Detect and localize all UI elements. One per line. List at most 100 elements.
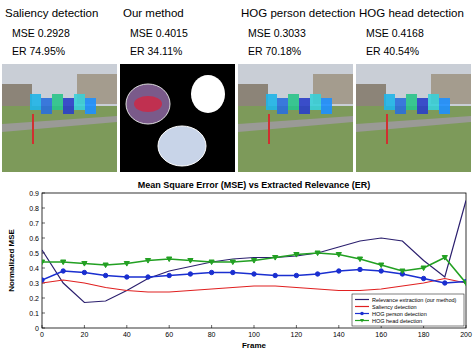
x-tick-label: 140 xyxy=(333,331,345,338)
image xyxy=(356,64,471,172)
x-tick xyxy=(254,325,255,328)
marker xyxy=(82,270,86,274)
legend-label: HOG person detection xyxy=(372,311,427,317)
x-tick-label: 60 xyxy=(165,331,173,338)
detection xyxy=(321,98,332,114)
y-tick-label: 0.4 xyxy=(29,265,39,272)
marker xyxy=(294,273,298,277)
grass xyxy=(2,106,117,172)
y-tick-label: 0.9 xyxy=(29,190,39,197)
detection xyxy=(85,98,96,114)
marker xyxy=(273,273,277,277)
y-tick xyxy=(42,193,45,194)
detection xyxy=(63,98,74,114)
marker xyxy=(443,281,447,285)
panel-mse: MSE 0.2928 xyxy=(12,27,70,39)
marker xyxy=(252,272,256,276)
panel-er: ER 74.95% xyxy=(12,45,65,57)
x-tick xyxy=(211,325,212,328)
marker xyxy=(421,266,426,271)
marker xyxy=(167,273,171,277)
y-tick xyxy=(42,328,45,329)
marker xyxy=(146,275,150,279)
legend-marker xyxy=(360,312,364,316)
panel-title: Our method xyxy=(123,7,184,19)
detection xyxy=(30,94,41,110)
x-tick xyxy=(42,325,43,328)
x-tick xyxy=(126,325,127,328)
marker xyxy=(421,276,425,280)
panel-er: ER 40.54% xyxy=(366,45,419,57)
panel-mse: MSE 0.3033 xyxy=(248,27,306,39)
x-tick-label: 160 xyxy=(375,331,387,338)
marker xyxy=(61,269,65,273)
detection xyxy=(384,94,395,110)
marker xyxy=(209,260,214,265)
y-tick-label: 0.3 xyxy=(29,280,39,287)
panel-mse: MSE 0.4168 xyxy=(366,27,424,39)
y-tick xyxy=(42,223,45,224)
y-axis-label: Normalized MSE xyxy=(7,229,16,292)
legend-marker xyxy=(360,319,364,323)
x-tick-label: 100 xyxy=(248,331,260,338)
panel: HOG person detectionMSE 0.3033ER 70.18% xyxy=(238,7,355,172)
region xyxy=(134,96,162,112)
detection xyxy=(299,98,310,114)
legend-swatch xyxy=(355,299,369,300)
marker xyxy=(103,273,107,277)
grass xyxy=(356,106,471,172)
y-tick-label: 0.8 xyxy=(29,205,39,212)
x-tick-label: 200 xyxy=(460,331,472,338)
marker xyxy=(337,269,341,273)
marker xyxy=(463,281,466,286)
x-tick-label: 40 xyxy=(123,331,131,338)
detection xyxy=(41,98,52,114)
panel: HOG head detection MSE 0.4168 ER 40.54% xyxy=(356,7,471,172)
marker xyxy=(188,272,192,276)
marker xyxy=(145,259,150,264)
panel-title: HOG head detection xyxy=(359,7,464,19)
marker xyxy=(315,251,320,256)
marker xyxy=(315,272,319,276)
y-tick xyxy=(42,298,45,299)
panel-title: Saliency detection xyxy=(5,7,98,19)
region xyxy=(126,84,170,124)
region xyxy=(158,126,206,166)
series-line xyxy=(42,279,466,293)
x-tick-label: 180 xyxy=(418,331,430,338)
marker xyxy=(273,256,278,261)
chart-title: Mean Square Error (MSE) vs Extracted Rel… xyxy=(138,180,371,190)
legend-label: Saliency detection xyxy=(372,304,417,310)
panel-mse: MSE 0.4015 xyxy=(130,27,188,39)
x-tick xyxy=(296,325,297,328)
y-tick xyxy=(42,238,45,239)
y-tick-label: 0.5 xyxy=(29,250,39,257)
panel: Our methodMSE 0.4015ER 34.11% xyxy=(120,7,235,172)
detection xyxy=(406,94,417,110)
marker xyxy=(167,257,172,262)
legend-swatch xyxy=(355,306,369,307)
marker xyxy=(103,263,108,268)
marker-post xyxy=(268,114,270,144)
marker xyxy=(294,253,299,258)
image xyxy=(238,64,353,172)
marker xyxy=(358,267,362,271)
detection xyxy=(395,98,406,114)
detection xyxy=(417,98,428,114)
x-tick xyxy=(84,325,85,328)
y-tick-label: 0.2 xyxy=(29,295,39,302)
building xyxy=(356,84,386,106)
path xyxy=(356,116,471,132)
detection xyxy=(310,94,321,110)
y-tick-label: 0.1 xyxy=(29,310,39,317)
panel-title: HOG person detection xyxy=(241,7,355,19)
y-tick xyxy=(42,313,45,314)
figure: Saliency detection MSE 0.2928 ER 74.95% Our… xyxy=(0,0,474,355)
legend: Relevance extraction (our method)Salienc… xyxy=(352,294,464,326)
building xyxy=(238,84,268,106)
marker xyxy=(125,275,129,279)
marker xyxy=(124,262,129,267)
legend-box xyxy=(352,294,464,326)
building xyxy=(2,84,32,106)
detection xyxy=(52,94,63,110)
